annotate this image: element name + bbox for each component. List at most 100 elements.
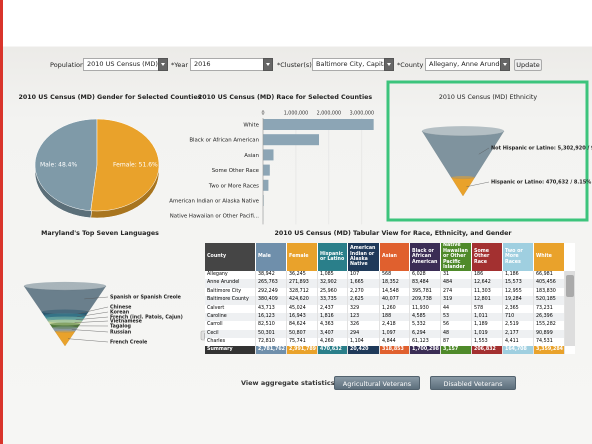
table-cell: 319 (441, 296, 472, 305)
dropdown-arrow[interactable] (263, 58, 273, 71)
funnel-segment-top (41, 309, 89, 315)
pie-label: Female: 51.6% (113, 162, 158, 169)
table-cell: 87 (441, 338, 472, 346)
table-cell: 33,735 (318, 296, 348, 305)
table-row: Calvert 43,713 45,024 2,437 329 1,260 11,930 44… (205, 304, 575, 313)
table-cell: Cecil (205, 329, 256, 339)
table-cell: 4,260 (318, 338, 348, 346)
y-tick-label: White (243, 123, 259, 129)
table-cell: 11,303 (472, 287, 503, 297)
table-cell: Allegany (205, 271, 256, 280)
funnel-label: French Creole (110, 340, 148, 346)
table-cell: 38,942 (256, 271, 287, 280)
aggregate-button[interactable]: Disabled Veterans (430, 376, 516, 390)
table-cell: 84,624 (287, 321, 318, 330)
column-header: American Indian or Alaska Native (348, 243, 380, 271)
funnel-segment-top (44, 313, 86, 318)
table-row: Cecil 50,301 50,807 3,407 294 1,097 6,294 48 1,0… (205, 329, 575, 339)
table-cell: 32,902 (318, 279, 348, 288)
table-cell: 326 (348, 321, 380, 330)
table-cell: Caroline (205, 312, 256, 322)
dropdown-arrow[interactable] (500, 58, 510, 71)
funnel-label: Tagalog (110, 324, 132, 330)
left-accent-bar (0, 0, 3, 444)
bar (263, 134, 320, 146)
dropdown-arrow[interactable] (384, 58, 394, 71)
funnel-segment-top (48, 319, 82, 323)
bar (263, 195, 264, 206)
table-cell: 16,943 (287, 312, 318, 322)
update-button[interactable]: Update (514, 59, 542, 71)
table-cell: 73,231 (534, 304, 565, 313)
funnel-segment (54, 330, 76, 347)
table-cell: 1,104 (348, 338, 380, 346)
table-cell: 186 (472, 271, 503, 280)
year-select[interactable]: 2016 (190, 58, 264, 71)
table-cell: 1,553 (472, 338, 503, 346)
highlight-box (386, 80, 589, 222)
table-row: Allegany 38,942 36,245 1,085 107 568 6,028 31 18… (205, 271, 575, 280)
summary-cell: 206,832 (472, 346, 503, 355)
leader-line (478, 147, 490, 155)
summary-cell: Summary (205, 346, 256, 355)
pie-slice (34, 118, 98, 212)
table-cell: 11,930 (410, 304, 441, 313)
table-cell: 2,519 (503, 321, 534, 330)
table-cell: 4,585 (410, 312, 441, 322)
y-tick-label: American Indian or Alaska Native (169, 199, 259, 205)
table-cell: 50,301 (256, 329, 287, 339)
population-select[interactable]: 2010 US Census (MD) (83, 58, 159, 71)
table-cell: 578 (472, 304, 503, 313)
funnel-label: Spanish or Spanish Creole (110, 295, 182, 301)
y-tick-label: Some Other Race (212, 168, 260, 174)
column-header: Female (287, 243, 318, 271)
funnel-segment-top (46, 316, 84, 321)
table-cell: 50,807 (287, 329, 318, 339)
table-cell: 12,642 (472, 279, 503, 288)
table-cell: 1,011 (472, 312, 503, 322)
bar (263, 119, 374, 130)
column-header: Male (256, 243, 287, 271)
table-cell: 56 (441, 321, 472, 330)
column-header: Two or More Races (503, 243, 534, 271)
table-cell: 44 (441, 304, 472, 313)
table-cell: 271,893 (287, 279, 318, 288)
scrollbar (565, 271, 575, 346)
table-cell: 4,363 (318, 321, 348, 330)
table-cell: 1,085 (318, 271, 348, 280)
y-tick-label: Two or More Races (208, 183, 259, 189)
summary-cell: 1,700,298 (410, 346, 441, 355)
table-cell: 4,844 (380, 338, 410, 346)
cluster-select[interactable]: Baltimore City, Capital Ci (312, 58, 385, 71)
table-row: Baltimore County 380,409 424,620 33,735 2,62… (205, 296, 575, 305)
column-header: Black or African American (410, 243, 441, 271)
funnel-label: Not Hispanic or Latino: 5,302,920 / 91..… (491, 146, 592, 152)
table-cell: 61,123 (410, 338, 441, 346)
filter-label: *County (397, 61, 424, 69)
funnel-segment-top (52, 326, 78, 329)
table-cell: 2,270 (348, 287, 380, 297)
column-header: Asian (380, 243, 410, 271)
table-cell: 328,712 (287, 287, 318, 297)
county-select[interactable]: Allegany, Anne Arundel, B (425, 58, 501, 71)
y-tick-label: Native Hawaiian or Other Pacifi... (170, 214, 260, 220)
chart-title: 2010 US Census (MD) Race for Selected Co… (198, 94, 373, 101)
pie-label: Male: 48.4% (40, 161, 78, 168)
table-cell: 265,763 (256, 279, 287, 288)
column-header: White (534, 243, 565, 271)
leader-line (84, 296, 109, 300)
table-cell: 1,816 (318, 312, 348, 322)
table-cell: 123 (348, 312, 380, 322)
table-cell: 16,123 (256, 312, 287, 322)
table-cell: 2,365 (503, 304, 534, 313)
funnel-segment-top (55, 330, 75, 333)
dropdown-arrow[interactable] (158, 58, 168, 71)
summary-cell: 2,991,789 (287, 346, 318, 355)
table-cell: 6,028 (410, 271, 441, 280)
table-cell: 2,418 (380, 321, 410, 330)
aggregate-button[interactable]: Agricultural Veterans (334, 376, 420, 390)
table-body: Allegany 38,942 36,245 1,085 107 568 6,028 31 18… (205, 271, 575, 346)
table-cell: Calvert (205, 304, 256, 313)
leader-line (78, 306, 109, 314)
x-tick-label: 3,000,000 (350, 111, 374, 117)
